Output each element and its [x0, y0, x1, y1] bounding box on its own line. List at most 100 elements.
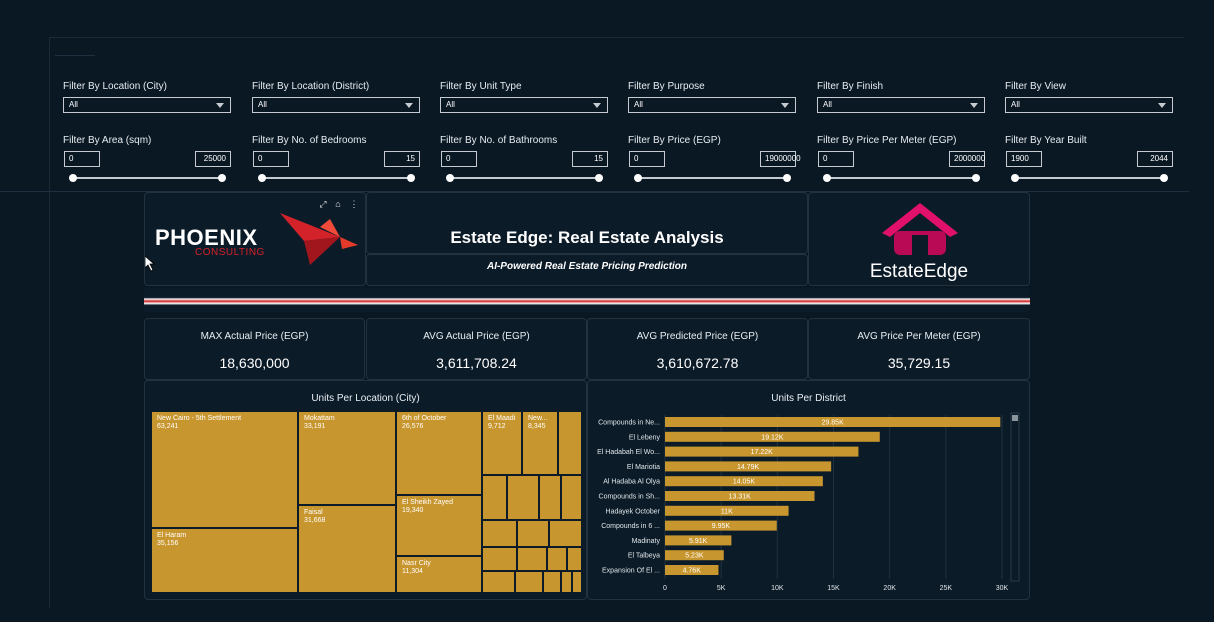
filter-range-3: Filter By Price (EGP) 0 19000000 — [628, 135, 801, 182]
treemap-tile-small[interactable] — [561, 475, 582, 520]
treemap-tile[interactable]: El Maadi 9,712 — [482, 411, 522, 475]
y-category-label: El Hadabah El Wo... — [597, 449, 660, 456]
range-min-input[interactable]: 1900 — [1006, 151, 1042, 167]
treemap-tile-small[interactable] — [507, 475, 539, 520]
treemap-tile-label: 6th of October — [402, 415, 447, 422]
filter-separator — [0, 191, 1189, 192]
range-slider-track[interactable] — [1015, 177, 1163, 179]
more-options-icon[interactable]: ⋮ — [349, 199, 359, 209]
bar[interactable] — [665, 505, 789, 516]
scrollbar[interactable] — [1010, 412, 1020, 582]
estateedge-logo-text: EstateEdge — [869, 261, 969, 282]
treemap-tile-small[interactable] — [539, 475, 561, 520]
range-min-input[interactable]: 0 — [253, 151, 289, 167]
treemap-tile-value: 8,345 — [528, 423, 546, 431]
treemap-tile[interactable]: New Cairo - 5th Settlement 63,241 — [151, 411, 298, 528]
treemap-tile[interactable]: Faisal 31,668 — [298, 505, 396, 593]
range-slider-min-handle[interactable] — [446, 174, 454, 182]
range-slider-max-handle[interactable] — [407, 174, 415, 182]
treemap-tile-label: Nasr City — [402, 560, 431, 567]
treemap-tile-small[interactable] — [558, 411, 582, 475]
filter-select[interactable]: All — [628, 97, 796, 113]
range-slider-min-handle[interactable] — [634, 174, 642, 182]
treemap-tile-small[interactable] — [572, 571, 582, 593]
y-category-label: El Talbeya — [628, 553, 660, 560]
treemap-card: Units Per Location (City) New Cairo - 5t… — [144, 380, 587, 600]
range-slider-track[interactable] — [450, 177, 598, 179]
treemap-tile-label: El Maadi — [488, 415, 516, 422]
bar[interactable] — [665, 491, 815, 501]
expand-icon[interactable]: ⤢ — [319, 199, 327, 209]
range-slider-min-handle[interactable] — [823, 174, 831, 182]
range-slider-max-handle[interactable] — [1160, 174, 1168, 182]
range-slider-max-handle[interactable] — [595, 174, 603, 182]
bar[interactable] — [665, 535, 732, 546]
filter-select[interactable]: All — [63, 97, 231, 113]
range-slider-track[interactable] — [73, 177, 221, 179]
house-logo-icon — [882, 203, 958, 255]
range-max-input[interactable]: 15 — [572, 151, 608, 167]
range-slider-max-handle[interactable] — [218, 174, 226, 182]
filter-select[interactable]: All — [817, 97, 985, 113]
x-tick-label: 30K — [996, 585, 1009, 592]
range-max-input[interactable]: 2044 — [1137, 151, 1173, 167]
range-slider-track[interactable] — [262, 177, 410, 179]
treemap-tile-small[interactable] — [517, 547, 547, 571]
treemap-tile[interactable]: New... 8,345 — [522, 411, 558, 475]
filter-icon[interactable]: ⌂ — [335, 199, 341, 209]
scrollbar-thumb[interactable] — [1012, 415, 1018, 421]
filter-range-5: Filter By Year Built 1900 2044 — [1005, 135, 1175, 182]
bar[interactable] — [665, 446, 859, 457]
range-slider-max-handle[interactable] — [783, 174, 791, 182]
x-tick-label: 20K — [883, 585, 896, 592]
range-slider-min-handle[interactable] — [1011, 174, 1019, 182]
treemap-tile-small[interactable] — [515, 571, 543, 593]
filter-select[interactable]: All — [1005, 97, 1173, 113]
treemap-tile-value: 19,340 — [402, 507, 424, 515]
filter-select[interactable]: All — [252, 97, 420, 113]
range-max-input[interactable]: 15 — [384, 151, 420, 167]
treemap-tile-small[interactable] — [547, 547, 567, 571]
decorative-stripe — [144, 288, 1030, 312]
bar[interactable] — [665, 417, 1001, 427]
dashboard-frame — [49, 37, 1184, 608]
treemap-tile-small[interactable] — [482, 547, 517, 571]
range-max-input[interactable]: 2000000 — [949, 151, 985, 167]
bar[interactable] — [665, 520, 777, 531]
filter-label: Filter By Area (sqm) — [63, 135, 152, 146]
range-slider-track[interactable] — [638, 177, 786, 179]
bar[interactable] — [665, 461, 832, 472]
treemap-tile-small[interactable] — [482, 475, 507, 520]
range-max-input[interactable]: 19000000 — [760, 151, 801, 167]
treemap-tile-small[interactable] — [549, 520, 582, 547]
range-min-input[interactable]: 0 — [818, 151, 854, 167]
treemap-tile[interactable]: El Haram 35,156 — [151, 528, 298, 593]
treemap-tile[interactable]: El Sheikh Zayed 19,340 — [396, 495, 482, 556]
treemap-tile-small[interactable] — [517, 520, 549, 547]
bar-data-label: 17.22K — [751, 449, 774, 456]
range-max-input[interactable]: 25000 — [195, 151, 231, 167]
chevron-down-icon — [593, 103, 601, 108]
chevron-down-icon — [1158, 103, 1166, 108]
range-min-input[interactable]: 0 — [441, 151, 477, 167]
treemap-tile[interactable]: Mokattam 33,191 — [298, 411, 396, 505]
bar[interactable] — [665, 565, 719, 575]
range-min-input[interactable]: 0 — [629, 151, 665, 167]
treemap-tile[interactable]: 6th of October 26,576 — [396, 411, 482, 495]
treemap-tile-small[interactable] — [567, 547, 582, 571]
treemap-tile-small[interactable] — [482, 520, 517, 547]
range-slider-track[interactable] — [827, 177, 975, 179]
filter-select[interactable]: All — [440, 97, 608, 113]
bar[interactable] — [665, 550, 724, 561]
range-min-input[interactable]: 0 — [64, 151, 100, 167]
treemap-tile-small[interactable] — [561, 571, 572, 593]
filter-select-value: All — [446, 100, 455, 109]
treemap-tile[interactable]: Nasr City 11,304 — [396, 556, 482, 593]
treemap-tile-small[interactable] — [482, 571, 515, 593]
treemap-tile-small[interactable] — [543, 571, 561, 593]
range-slider-max-handle[interactable] — [972, 174, 980, 182]
range-slider-min-handle[interactable] — [258, 174, 266, 182]
bar[interactable] — [665, 431, 880, 442]
range-slider-min-handle[interactable] — [69, 174, 77, 182]
bar[interactable] — [665, 476, 823, 487]
